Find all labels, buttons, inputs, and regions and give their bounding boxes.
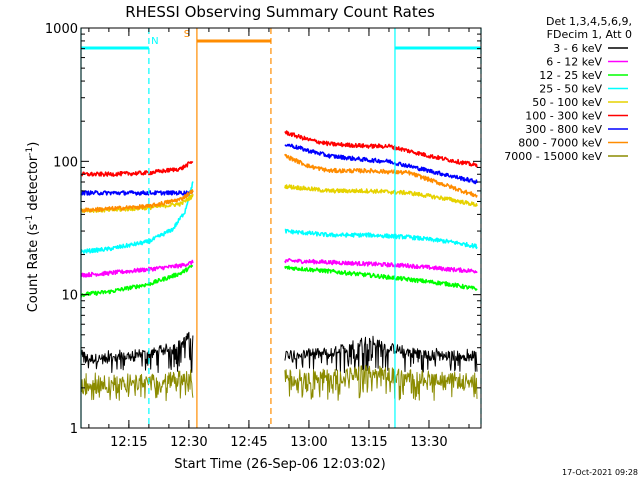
series-line-4-part-1	[80, 181, 194, 254]
series-line-4-part-2	[284, 228, 478, 250]
series-line-7-part-1	[80, 190, 194, 196]
y-axis-label: Count Rate (s-1 detector-1)	[25, 142, 41, 313]
saa-marker-label: S	[184, 29, 190, 40]
legend-label-7: 300 - 800 keV	[525, 123, 602, 136]
legend-header-settings: FDecim 1, Att 0	[547, 28, 632, 41]
legend-label-2: 6 - 12 keV	[546, 56, 602, 69]
series-line-6-part-2	[284, 130, 478, 168]
y-axis-label-sup2: -1	[25, 147, 35, 156]
x-tick-label-1: 12:15	[110, 435, 147, 450]
series-line-2-part-2	[284, 257, 478, 274]
y-axis-label-end: )	[26, 142, 41, 147]
legend-label-1: 3 - 6 keV	[553, 42, 602, 55]
y-tick-label-3: 100	[53, 155, 78, 170]
x-tick-label-5: 13:15	[350, 435, 387, 450]
x-tick-label-4: 13:00	[290, 435, 327, 450]
series-line-1-part-2	[284, 335, 478, 374]
legend-label-5: 50 - 100 keV	[532, 96, 602, 109]
series-line-3-part-2	[284, 265, 478, 291]
series-line-1-part-1	[80, 331, 194, 373]
series-line-8-part-2	[284, 153, 478, 198]
y-tick-label-1: 1	[70, 422, 78, 437]
x-tick-label-3: 12:45	[230, 435, 267, 450]
series-line-8-part-1	[80, 189, 194, 213]
x-axis-label: Start Time (26-Sep-06 12:03:02)	[174, 457, 385, 472]
series-line-7-part-2	[284, 143, 478, 185]
plot-frame	[80, 27, 482, 429]
x-tick-label-6: 13:30	[410, 435, 447, 450]
series-line-5-part-2	[284, 184, 478, 207]
legend-label-4: 25 - 50 keV	[539, 83, 602, 96]
legend-header-detectors: Det 1,3,4,5,6,9,	[546, 15, 632, 28]
series-layer	[80, 130, 478, 402]
series-line-6-part-1	[80, 161, 194, 177]
y-tick-label-4: 1000	[45, 22, 78, 37]
legend-label-9: 7000 - 15000 keV	[504, 150, 602, 163]
legend-label-6: 100 - 300 keV	[525, 110, 602, 123]
y-tick-label-2: 10	[61, 289, 78, 304]
series-line-2-part-1	[80, 259, 194, 278]
y-axis-label-mid: detector	[26, 155, 41, 215]
x-tick-label-2: 12:30	[170, 435, 207, 450]
series-line-9-part-1	[80, 369, 194, 402]
chart-title: RHESSI Observing Summary Count Rates	[125, 3, 435, 21]
legend-label-3: 12 - 25 keV	[539, 69, 602, 82]
series-line-3-part-1	[80, 264, 194, 298]
legend: Det 1,3,4,5,6,9, FDecim 1, Att 0 3 - 6 k…	[504, 15, 632, 163]
y-axis-label-sup1: -1	[25, 215, 35, 224]
series-line-9-part-2	[284, 364, 478, 401]
y-axis-label-main: Count Rate (s	[26, 224, 41, 313]
footer-timestamp: 17-Oct-2021 09:28	[562, 468, 638, 477]
legend-label-8: 800 - 7000 keV	[518, 137, 602, 150]
axis-layer: 12:15 12:30 12:45 13:00 13:15 13:30 1 10 100 1000	[45, 22, 481, 450]
night-marker-label: N	[151, 36, 158, 47]
